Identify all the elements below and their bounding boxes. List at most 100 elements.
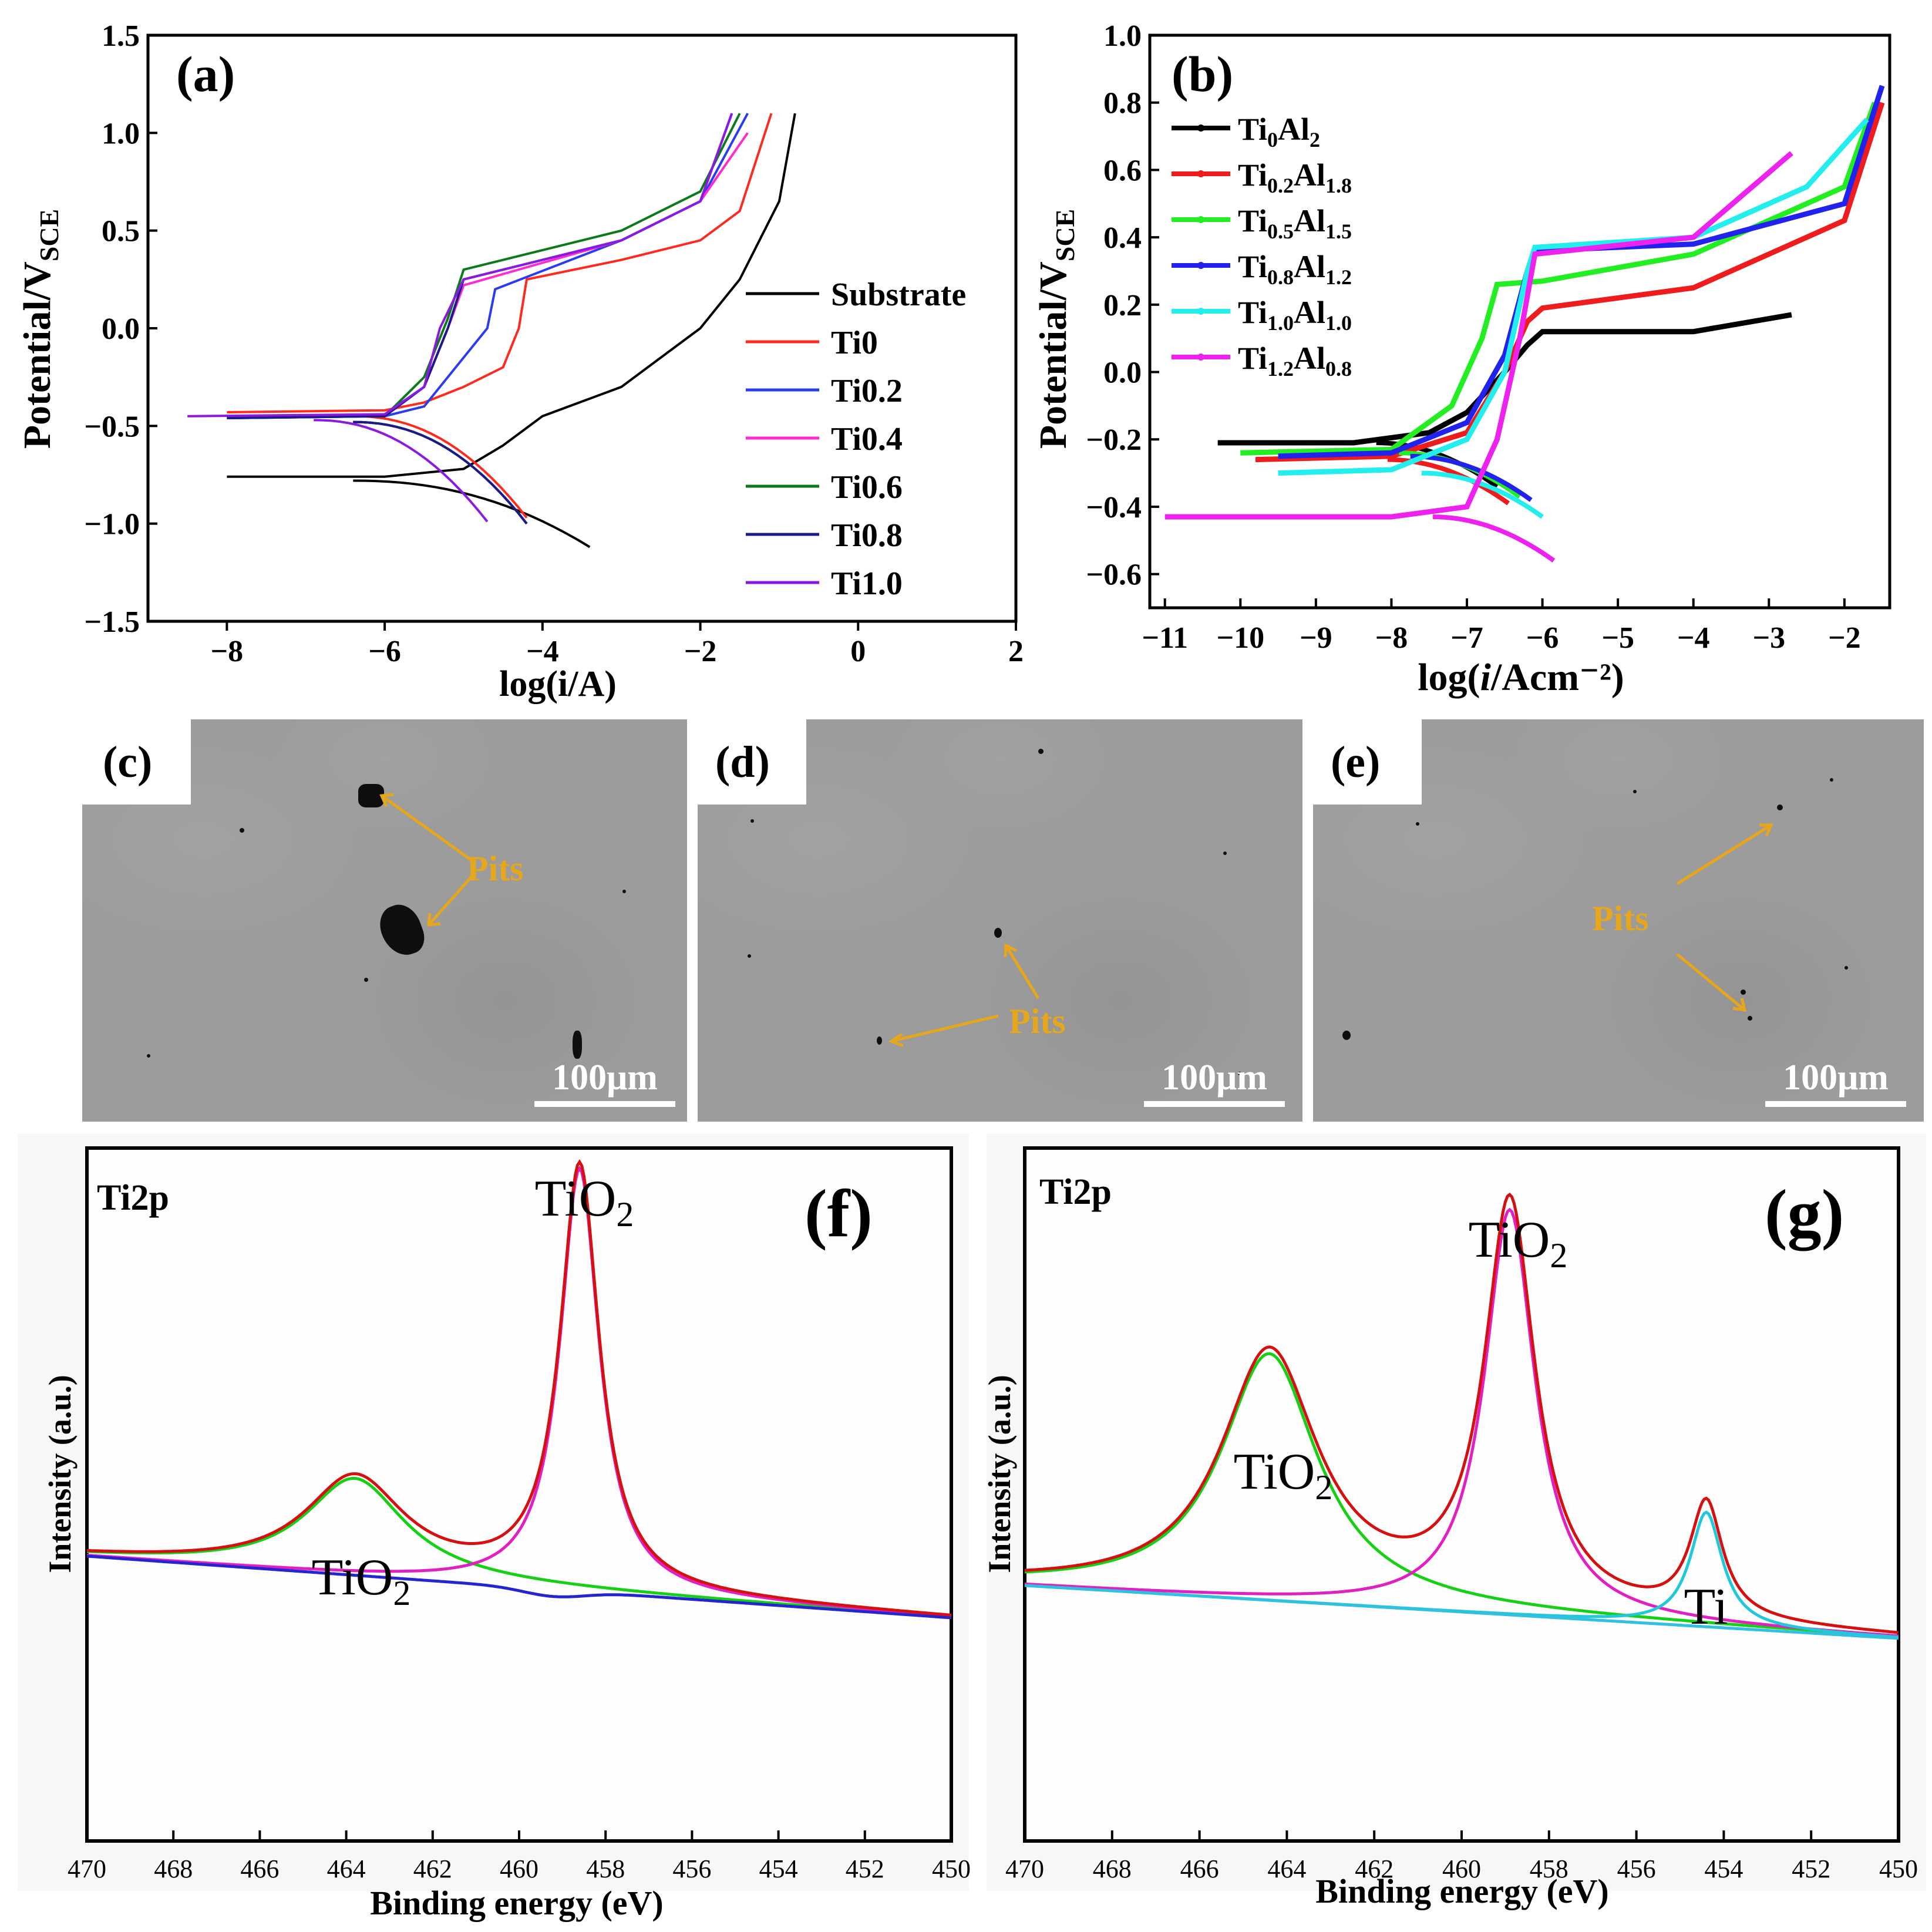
- pit: [1741, 989, 1746, 995]
- scalebar-line-c: [534, 1101, 675, 1107]
- pit: [147, 1054, 150, 1058]
- panel-f-label: (f): [805, 1176, 873, 1251]
- b-anodic-curve: [1278, 117, 1869, 476]
- panel-g-peak-metal: Ti: [1684, 1578, 1728, 1635]
- pit: [750, 819, 754, 823]
- panel-f-frame: [85, 1146, 953, 1843]
- xps-xtick-label: 470: [68, 1854, 106, 1883]
- pit: [1633, 790, 1637, 793]
- xps-xtick-label: 454: [759, 1854, 798, 1883]
- pit: [1830, 778, 1833, 782]
- pit: [1342, 1031, 1351, 1040]
- b-anodic-curve: [1217, 312, 1792, 446]
- panel-b-label: (b): [1172, 46, 1233, 102]
- a-ytick-label: −1.5: [84, 605, 140, 639]
- a-ytick-label: 0.0: [102, 312, 140, 346]
- b-cathodic-curve: [1410, 453, 1533, 502]
- panel-b-ylabel: Potential/VSCE: [1032, 209, 1080, 449]
- pit: [1223, 851, 1227, 855]
- xps-xtick-label: 460: [1442, 1854, 1481, 1883]
- xps-xtick-label: 464: [1267, 1854, 1306, 1883]
- xps-xtick-label: 466: [240, 1854, 279, 1883]
- xps-xtick-label: 450: [932, 1854, 971, 1883]
- panel-b-xlabel: log(i/Acm⁻²): [1418, 656, 1624, 699]
- panel-g-xlabel: Binding energy (eV): [1315, 1872, 1608, 1910]
- a-xtick-label: 2: [1008, 635, 1024, 668]
- b-anodic-curve: [1240, 102, 1877, 456]
- a-ytick-label: 1.5: [102, 19, 140, 53]
- b-legend-label: Ti1.2Al0.8: [1238, 341, 1352, 381]
- b-legend-marker: [1197, 308, 1204, 315]
- a-ytick-label: −0.5: [84, 410, 140, 443]
- a-legend-label: Ti0.2: [831, 373, 903, 409]
- b-legend-label: Ti0.8Al1.2: [1238, 249, 1352, 289]
- b-cathodic-curve: [1421, 470, 1544, 519]
- pits-arrows-d: [888, 943, 1040, 1048]
- pit: [1845, 966, 1848, 970]
- b-legend-label: Ti0.2Al1.8: [1238, 157, 1352, 197]
- xps-envelope-curve: [86, 1159, 952, 1617]
- panel-a-chart: 1.51.00.50.0−0.5−1.0−1.5 −8 −6 −4 −2 0 2 (a) …: [16, 19, 1024, 704]
- xps-xtick-label: 456: [1617, 1854, 1656, 1883]
- a-anodic-curve: [227, 113, 773, 413]
- pits-label-c: Pits: [467, 849, 524, 888]
- b-legend-marker: [1197, 170, 1204, 177]
- pit: [994, 928, 1002, 938]
- panel-g-title: Ti2p: [1039, 1172, 1112, 1212]
- xps-component-curve: [86, 1477, 952, 1618]
- b-xtick-label: −11: [1142, 621, 1188, 655]
- a-xtick-label: −8: [211, 635, 244, 668]
- pit: [1748, 1016, 1752, 1021]
- panel-g-chart: 470 468 466 464 462 460 458 456 454 452 450 Ti2p (…: [982, 1133, 1926, 1910]
- b-legend-label: Ti1.0Al1.0: [1238, 295, 1352, 335]
- pit: [1777, 805, 1783, 810]
- pit: [622, 890, 626, 893]
- pits-label-e: Pits: [1592, 899, 1649, 938]
- panel-d-label: (d): [715, 738, 770, 787]
- pit: [1038, 749, 1044, 754]
- panel-g-peak-small: TiO2: [1234, 1443, 1333, 1507]
- panel-f-xlabel: Binding energy (eV): [370, 1884, 663, 1922]
- panel-f-title: Ti2p: [97, 1178, 169, 1218]
- b-xtick-label: −8: [1375, 621, 1408, 655]
- scalebar-d: 100μm: [1162, 1058, 1267, 1098]
- pit: [364, 978, 368, 982]
- xps-xtick-label: 456: [672, 1854, 711, 1883]
- b-ytick-label: 1.0: [1103, 19, 1142, 53]
- panel-f-peak-large: TiO2: [535, 1170, 634, 1234]
- a-cathodic-curve: [353, 420, 528, 524]
- scalebar-line-d: [1144, 1101, 1285, 1107]
- a-anodic-curve: [227, 113, 749, 419]
- a-legend-label: Ti1.0: [831, 566, 903, 602]
- a-cathodic-curve: [353, 415, 528, 519]
- xps-background-curve: [1024, 1584, 1899, 1640]
- sem-panel-e: Pits (e) 100μm: [1313, 719, 1924, 1122]
- pit: [748, 954, 751, 958]
- xps-xtick-label: 468: [154, 1854, 193, 1883]
- panel-f-ylabel: Intensity (a.u.): [42, 1375, 78, 1573]
- a-legend-label: Ti0.6: [831, 469, 903, 506]
- xps-xtick-label: 452: [846, 1854, 884, 1883]
- panel-f-peak-small: TiO2: [312, 1549, 411, 1613]
- b-cathodic-curve: [1433, 514, 1556, 563]
- pits-label-d: Pits: [1009, 1002, 1066, 1041]
- b-xtick-label: −7: [1450, 621, 1483, 655]
- a-anodic-curve: [227, 113, 796, 478]
- b-anodic-curve: [1255, 102, 1885, 463]
- b-ytick-label: 0.4: [1103, 221, 1142, 255]
- xps-xtick-label: 462: [413, 1854, 452, 1883]
- b-ytick-label: 0.2: [1103, 289, 1142, 322]
- xps-xtick-label: 458: [1530, 1854, 1569, 1883]
- xps-background-curve: [86, 1554, 952, 1620]
- a-ytick-label: 0.5: [102, 215, 140, 248]
- xps-xtick-label: 452: [1792, 1854, 1830, 1883]
- pit: [573, 1031, 582, 1059]
- b-xtick-label: −6: [1526, 621, 1559, 655]
- a-ytick-label: −1.0: [84, 508, 140, 541]
- a-anodic-curve: [227, 113, 741, 419]
- a-legend-label: Ti0.4: [831, 421, 903, 457]
- xps-envelope-curve: [1024, 1192, 1899, 1634]
- pit: [240, 828, 244, 833]
- panel-b-frame: [1148, 33, 1891, 610]
- a-legend-label: Ti0.8: [831, 517, 903, 554]
